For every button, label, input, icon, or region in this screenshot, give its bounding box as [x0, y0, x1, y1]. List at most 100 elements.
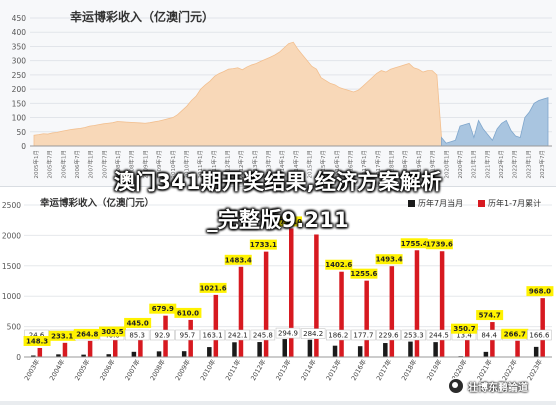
- bar-july: [232, 342, 237, 357]
- data-label-ytd: 445.0: [127, 319, 149, 327]
- headline-line-2: _完整版9.211: [0, 204, 556, 234]
- top-y-tick-label: 300: [12, 57, 27, 66]
- data-label-july: 85.3: [129, 332, 145, 340]
- bar-ytd: [239, 267, 244, 357]
- top-y-tick-label: 250: [12, 71, 27, 80]
- bottom-x-tick-label: 2012年: [248, 357, 268, 382]
- data-label-july: 242.1: [228, 332, 248, 340]
- watermark-text: 壮博东鹏論道: [468, 379, 528, 394]
- top-y-tick-label: 0: [21, 142, 26, 151]
- data-label-ytd: 148.3: [26, 337, 48, 345]
- bottom-x-tick-label: 2006年: [97, 357, 117, 382]
- data-label-july: 253.3: [404, 332, 424, 340]
- bottom-x-tick-label: 2009年: [173, 357, 193, 382]
- bottom-y-tick-label: 1500: [2, 262, 21, 271]
- data-label-ytd: 679.9: [152, 305, 174, 313]
- watermark: 壮博东鹏論道: [448, 378, 528, 394]
- top-area-series: [34, 42, 441, 146]
- data-label-ytd: 1739.6: [426, 241, 453, 249]
- bottom-x-tick-label: 2017年: [374, 357, 394, 382]
- bar-ytd: [339, 272, 344, 357]
- top-chart-title: 幸运博彩收入（亿澳门元）: [70, 8, 214, 25]
- bar-ytd: [113, 339, 118, 357]
- data-label-july: 166.6: [529, 332, 550, 340]
- top-y-tick-label: 150: [12, 99, 27, 108]
- bar-july: [157, 351, 162, 357]
- top-y-tick-label: 100: [12, 114, 27, 123]
- bottom-x-tick-label: 2008年: [148, 357, 168, 382]
- headline-line-1: 澳门341期开奖结果,经济方案解析: [0, 166, 556, 196]
- bottom-x-tick-label: 2005年: [72, 357, 92, 382]
- bottom-x-tick-label: 2007年: [123, 357, 143, 382]
- data-label-july: 284.2: [303, 330, 323, 338]
- data-label-july: 84.4: [481, 332, 497, 340]
- wechat-icon: [448, 378, 464, 394]
- bar-july: [132, 352, 137, 357]
- bar-july: [308, 340, 313, 357]
- bar-july: [383, 343, 388, 357]
- bottom-x-tick-label: 2013年: [273, 357, 293, 382]
- data-label-ytd: 610.0: [177, 309, 199, 317]
- bar-july: [534, 347, 539, 357]
- data-label-ytd: 1483.4: [225, 256, 252, 264]
- bar-july: [333, 346, 338, 357]
- data-label-ytd: 350.7: [453, 325, 475, 333]
- data-label-july: 244.5: [429, 332, 449, 340]
- bar-july: [484, 352, 489, 357]
- data-label-july: 294.9: [278, 330, 298, 338]
- bar-july: [182, 351, 187, 357]
- bottom-x-tick-label: 2014年: [299, 357, 319, 382]
- data-label-july: 186.2: [328, 332, 348, 340]
- bar-july: [207, 347, 212, 357]
- top-y-tick-label: 400: [12, 28, 27, 37]
- bar-ytd: [264, 252, 269, 357]
- data-label-july: 163.1: [203, 332, 223, 340]
- bottom-x-tick-label: 2011年: [223, 357, 243, 382]
- top-area-series-recent: [441, 98, 548, 146]
- data-label-ytd: 574.7: [479, 312, 501, 320]
- top-y-tick-label: 350: [12, 42, 27, 51]
- bottom-x-tick-label: 2019年: [424, 357, 444, 382]
- bottom-x-tick-label: 2003年: [22, 357, 42, 382]
- data-label-july: 95.7: [180, 332, 196, 340]
- bottom-y-tick-label: 0: [16, 353, 21, 362]
- bottom-y-tick-label: 1000: [2, 292, 21, 301]
- data-label-ytd: 1021.6: [200, 284, 227, 292]
- data-label-ytd: 1255.6: [350, 270, 377, 278]
- bar-ytd: [440, 251, 445, 357]
- data-label-july: 245.8: [253, 332, 273, 340]
- top-y-tick-label: 50: [16, 128, 26, 137]
- data-label-ytd: 233.1: [51, 332, 73, 340]
- data-label-ytd: 1493.4: [376, 256, 403, 264]
- bottom-y-tick-label: 500: [7, 323, 22, 332]
- bottom-x-tick-label: 2004年: [47, 357, 67, 382]
- data-label-ytd: 1402.6: [325, 261, 352, 269]
- bar-july: [433, 342, 438, 357]
- bar-ytd: [63, 343, 68, 357]
- bar-ytd: [214, 295, 219, 357]
- bottom-x-tick-label: 2010年: [198, 357, 218, 382]
- bar-ytd: [88, 341, 93, 357]
- bar-ytd: [390, 266, 395, 357]
- bar-ytd: [38, 348, 43, 357]
- bar-july: [358, 346, 363, 357]
- bar-ytd: [540, 298, 545, 357]
- data-label-ytd: 266.7: [504, 330, 526, 338]
- bottom-x-tick-label: 2015年: [324, 357, 344, 382]
- bar-ytd: [415, 250, 420, 357]
- bar-ytd: [364, 281, 369, 357]
- bar-july: [257, 342, 262, 357]
- bar-july: [408, 342, 413, 357]
- bar-july: [283, 339, 288, 357]
- bar-ytd: [515, 341, 520, 357]
- data-label-july: 177.7: [353, 332, 373, 340]
- data-label-ytd: 968.0: [529, 288, 551, 296]
- data-label-ytd: 303.5: [101, 328, 123, 336]
- data-label-ytd: 1733.1: [250, 241, 277, 249]
- top-y-tick-label: 450: [12, 14, 27, 23]
- data-label-ytd: 1755.4: [401, 240, 428, 248]
- data-label-july: 229.6: [379, 332, 400, 340]
- data-label-july: 92.9: [154, 332, 170, 340]
